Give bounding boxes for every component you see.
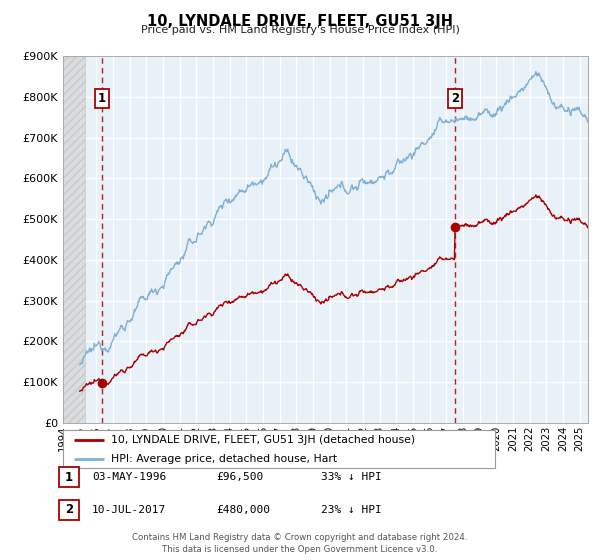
Text: 10, LYNDALE DRIVE, FLEET, GU51 3JH: 10, LYNDALE DRIVE, FLEET, GU51 3JH bbox=[147, 14, 453, 29]
Text: 33% ↓ HPI: 33% ↓ HPI bbox=[321, 472, 382, 482]
Text: 1: 1 bbox=[65, 470, 73, 484]
Text: 10-JUL-2017: 10-JUL-2017 bbox=[92, 505, 166, 515]
Text: £96,500: £96,500 bbox=[216, 472, 263, 482]
Bar bbox=[63, 56, 85, 423]
Text: HPI: Average price, detached house, Hart: HPI: Average price, detached house, Hart bbox=[110, 454, 337, 464]
Text: 23% ↓ HPI: 23% ↓ HPI bbox=[321, 505, 382, 515]
Text: 2: 2 bbox=[451, 92, 459, 105]
Text: 03-MAY-1996: 03-MAY-1996 bbox=[92, 472, 166, 482]
Text: 10, LYNDALE DRIVE, FLEET, GU51 3JH (detached house): 10, LYNDALE DRIVE, FLEET, GU51 3JH (deta… bbox=[110, 435, 415, 445]
Text: £480,000: £480,000 bbox=[216, 505, 270, 515]
Text: 2: 2 bbox=[65, 503, 73, 516]
Text: Contains HM Land Registry data © Crown copyright and database right 2024.
This d: Contains HM Land Registry data © Crown c… bbox=[132, 533, 468, 554]
Text: Price paid vs. HM Land Registry's House Price Index (HPI): Price paid vs. HM Land Registry's House … bbox=[140, 25, 460, 35]
Text: 1: 1 bbox=[98, 92, 106, 105]
